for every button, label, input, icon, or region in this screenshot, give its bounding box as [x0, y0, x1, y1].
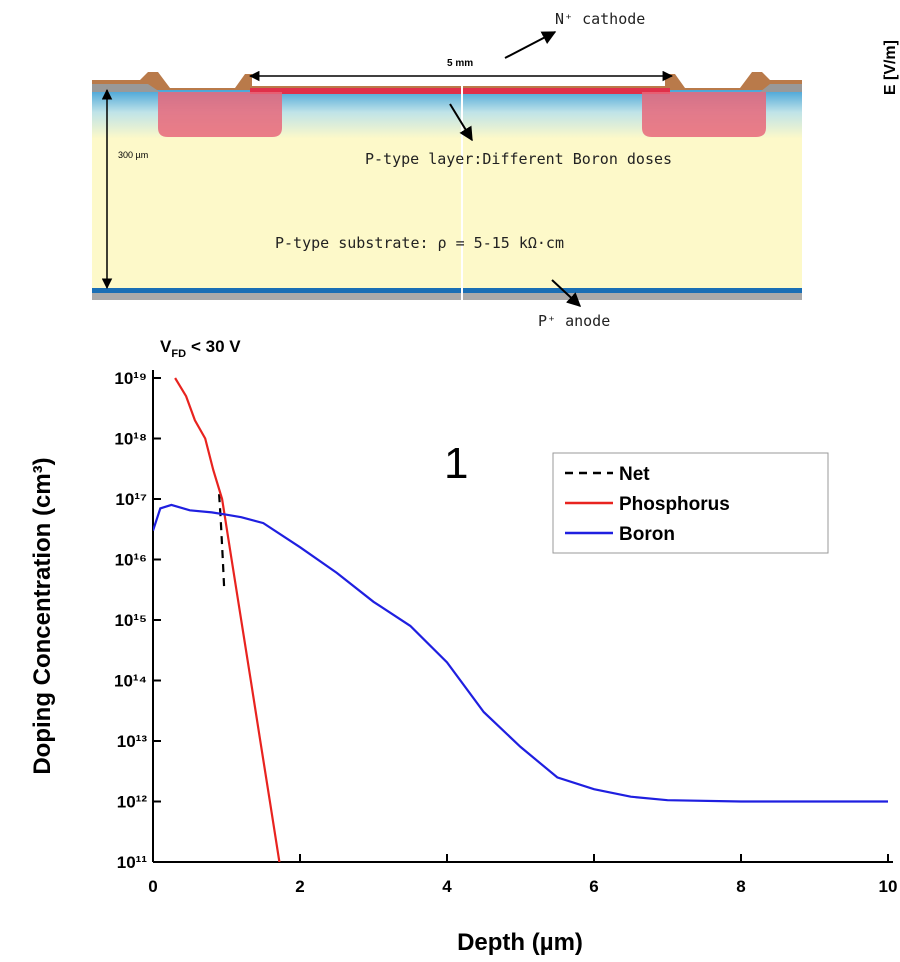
- x-tick-label: 6: [589, 877, 598, 896]
- y-tick-label: 10¹⁴: [114, 672, 147, 691]
- x-tick-label: 2: [295, 877, 304, 896]
- implant: [250, 88, 670, 94]
- arrow: [504, 31, 557, 59]
- side-label: E [V/m]: [882, 40, 899, 95]
- legend-label: Net: [619, 464, 650, 485]
- arrow: [449, 103, 473, 142]
- y-tick-label: 10¹²: [117, 793, 148, 812]
- vfd-main: V: [160, 337, 172, 356]
- thickness-label: 300 µm: [118, 150, 148, 160]
- anode-label: P⁺ anode: [538, 312, 610, 330]
- plot-area: [153, 377, 888, 862]
- anode-layer: [92, 288, 802, 293]
- width-label: 5 mm: [447, 58, 473, 69]
- vfd-rest: < 30 V: [191, 337, 241, 356]
- substrate-label: P-type substrate: ρ = 5-15 kΩ·cm: [275, 234, 564, 252]
- x-tick-label: 4: [442, 877, 452, 896]
- legend-label: Phosphorus: [619, 494, 730, 515]
- detector-diagram: N⁺ cathode 5 mm P-type layer:Different B…: [92, 10, 899, 330]
- y-tick-label: 10¹⁸: [114, 430, 147, 449]
- y-tick-label: 10¹⁵: [114, 611, 147, 630]
- anode-metal: [92, 293, 802, 300]
- y-tick-label: 10¹¹: [117, 853, 148, 872]
- series-line: [218, 494, 226, 592]
- guard-ring: [642, 92, 766, 137]
- series-line: [153, 503, 888, 803]
- y-tick-label: 10¹⁶: [115, 551, 147, 570]
- y-tick-label: 10¹⁹: [114, 369, 147, 388]
- legend-label: Boron: [619, 524, 675, 545]
- x-tick-label: 10: [879, 877, 898, 896]
- vfd-sub: FD: [171, 348, 186, 360]
- cathode-label: N⁺ cathode: [555, 10, 645, 28]
- series-line: [174, 377, 281, 862]
- arrow: [551, 279, 582, 307]
- guard-ring: [158, 92, 282, 137]
- metal-layer: [92, 72, 802, 90]
- panel-number: 1: [444, 439, 468, 488]
- y-tick-label: 10¹³: [117, 732, 148, 751]
- vfd-label: VFD < 30 V: [160, 337, 241, 360]
- x-tick-label: 8: [736, 877, 745, 896]
- y-tick-label: 10¹⁷: [115, 490, 147, 509]
- y-axis-label: Doping Concentration (cm³): [29, 457, 56, 774]
- x-axis-label: Depth (µm): [457, 929, 583, 956]
- x-tick-label: 0: [148, 877, 157, 896]
- layer-label: P-type layer:Different Boron doses: [365, 150, 672, 168]
